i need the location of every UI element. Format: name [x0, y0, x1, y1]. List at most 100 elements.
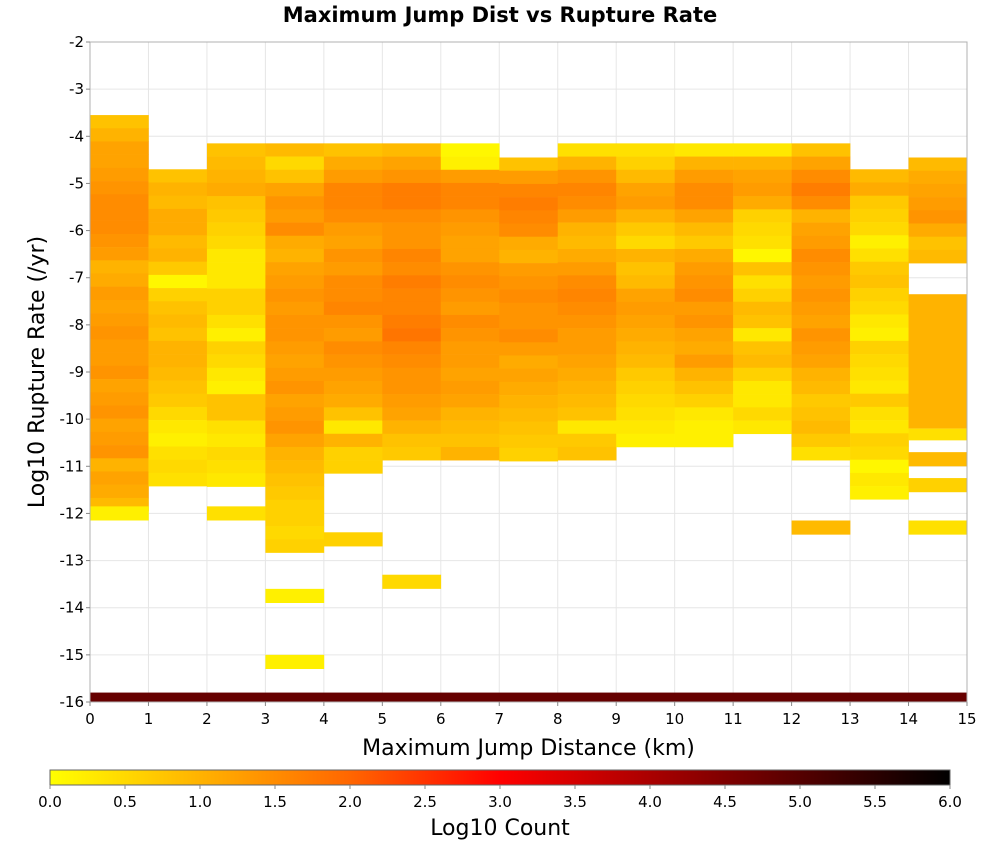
x-tick-label: 12 [782, 710, 801, 728]
heatmap-cell [206, 275, 266, 289]
heatmap-cell [323, 460, 383, 474]
heatmap-cell [206, 288, 266, 303]
heatmap-cell [850, 393, 909, 408]
heatmap-cell [499, 210, 559, 224]
heatmap-cell [850, 472, 909, 487]
heatmap-cell [382, 394, 442, 408]
heatmap-cell [148, 354, 208, 368]
heatmap-cell [206, 143, 266, 157]
heatmap-cell [616, 380, 675, 395]
heatmap-cell [265, 588, 325, 603]
heatmap-cell [440, 275, 500, 289]
heatmap-cell [90, 405, 149, 419]
heatmap-cell [499, 223, 559, 237]
heatmap-cell [908, 197, 968, 211]
heatmap-cell [850, 248, 909, 262]
heatmap-cell [499, 408, 559, 422]
heatmap-cell [850, 314, 909, 328]
heatmap-cell [206, 420, 266, 435]
heatmap-cell [791, 328, 851, 342]
heatmap-cell [499, 421, 559, 435]
heatmap-cell [206, 460, 266, 474]
heatmap-cell [499, 368, 559, 383]
heatmap-cell [674, 275, 734, 289]
heatmap-cell [440, 380, 500, 395]
heatmap-cell [90, 194, 149, 208]
heatmap-cell [265, 394, 325, 408]
heatmap-cell [791, 394, 851, 408]
heatmap-cell [206, 367, 266, 382]
heatmap-cell [440, 222, 500, 237]
heatmap-cell [382, 196, 442, 210]
heatmap-cell [440, 446, 500, 461]
heatmap-cell [674, 380, 734, 395]
heatmap-cell [557, 235, 617, 250]
heatmap-cell [557, 341, 617, 355]
heatmap-cell [616, 367, 675, 382]
heatmap-cell [265, 169, 325, 184]
heatmap-cell [791, 354, 851, 369]
heatmap-cell [557, 433, 617, 448]
heatmap-cell [733, 314, 792, 329]
y-tick-label: -15 [60, 646, 85, 664]
heatmap-cell [206, 156, 266, 171]
heatmap-cell [206, 407, 266, 421]
heatmap-cell [148, 222, 208, 236]
heatmap-cell [557, 394, 617, 408]
heatmap-cell [616, 354, 675, 369]
heatmap-cell [382, 288, 442, 303]
heatmap-cell [908, 157, 968, 171]
heatmap-cell [148, 182, 208, 196]
heatmap-cell [674, 354, 734, 369]
heatmap-cell [557, 262, 617, 276]
heatmap-cell [323, 394, 383, 408]
heatmap-cell [674, 407, 734, 421]
heatmap-cell [90, 141, 149, 155]
heatmap-cell [323, 275, 383, 289]
heatmap-cell [616, 222, 675, 237]
heatmap-cell [908, 452, 968, 467]
heatmap-cell [265, 143, 325, 157]
heatmap-cell [90, 313, 149, 327]
colorbar-tick-label: 1.0 [188, 793, 212, 811]
heatmap-cell [148, 301, 208, 315]
heatmap-cell [908, 210, 968, 224]
heatmap-cell [90, 484, 149, 499]
heatmap-cell [265, 196, 325, 210]
heatmap-cell [90, 339, 149, 353]
heatmap-cell [499, 249, 559, 264]
colorbar-tick-label: 3.0 [488, 793, 512, 811]
heatmap-cell [382, 143, 442, 157]
heatmap-cell [616, 209, 675, 223]
heatmap-cell [382, 446, 442, 461]
heatmap-cell [674, 420, 734, 435]
heatmap-cell [90, 247, 149, 261]
heatmap-cell [908, 294, 968, 429]
heatmap-cell [733, 288, 792, 303]
colorbar-tick-label: 4.0 [638, 793, 662, 811]
heatmap-cell [557, 328, 617, 342]
heatmap-cell [674, 235, 734, 250]
heatmap-cell [908, 183, 968, 198]
heatmap-cell [90, 326, 149, 340]
x-tick-label: 13 [841, 710, 860, 728]
heatmap-cell [440, 182, 500, 197]
heatmap-cell [382, 420, 442, 435]
heatmap-cell [323, 420, 383, 435]
heatmap-cell [733, 235, 792, 250]
heatmap-cell [90, 207, 149, 221]
heatmap-cell [90, 471, 149, 485]
heatmap-cell [90, 233, 149, 248]
heatmap-cell [265, 301, 325, 316]
heatmap-cell [791, 433, 851, 448]
heatmap-cell [908, 236, 968, 251]
heatmap-cell [791, 143, 851, 157]
heatmap-cell [499, 197, 559, 211]
heatmap-cell [440, 407, 500, 421]
heatmap-cell [733, 209, 792, 223]
heatmap-cell [674, 301, 734, 316]
heatmap-cell [323, 222, 383, 237]
heatmap-cell [908, 249, 968, 264]
heatmap-cell [90, 392, 149, 406]
heatmap-cell [206, 169, 266, 184]
